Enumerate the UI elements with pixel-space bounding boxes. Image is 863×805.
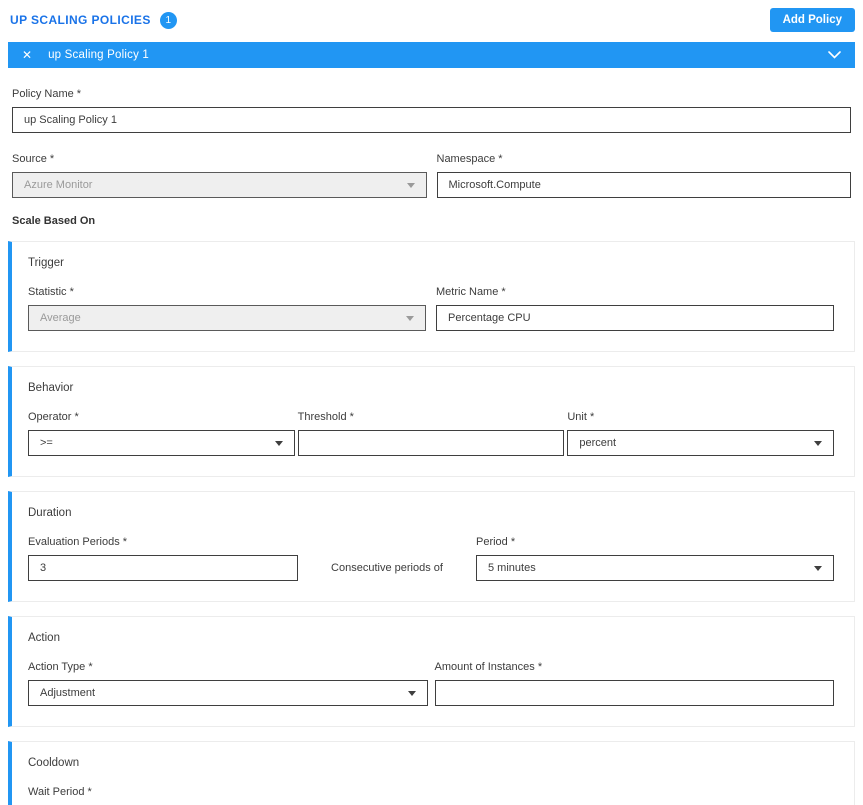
page-title: UP SCALING POLICIES — [10, 13, 151, 27]
threshold-input[interactable] — [297, 430, 565, 456]
operator-field: Operator * >= — [28, 411, 295, 456]
action-type-label: Action Type * — [28, 661, 93, 673]
dropdown-arrow-icon — [406, 182, 415, 188]
trigger-card: Trigger Statistic * Average Metric Name … — [8, 241, 855, 352]
amount-of-instances-field: Amount of Instances * — [434, 661, 834, 706]
trigger-title: Trigger — [28, 257, 64, 269]
chevron-down-icon[interactable] — [828, 51, 841, 59]
source-value: Azure Monitor — [24, 179, 93, 191]
dropdown-arrow-icon — [814, 440, 823, 446]
close-icon[interactable]: ✕ — [22, 48, 33, 62]
statistic-dropdown: Average — [28, 305, 426, 331]
statistic-value: Average — [40, 312, 81, 324]
unit-value: percent — [579, 437, 617, 449]
period-field: Period * 5 minutes — [476, 536, 834, 581]
period-label: Period * — [476, 536, 516, 548]
action-title: Action — [28, 632, 60, 644]
amount-of-instances-label: Amount of Instances * — [434, 661, 543, 673]
duration-title: Duration — [28, 507, 72, 519]
cooldown-title: Cooldown — [28, 757, 80, 769]
operator-label: Operator * — [28, 411, 79, 423]
dropdown-arrow-icon — [406, 315, 414, 321]
evaluation-periods-field: Evaluation Periods * — [28, 536, 298, 581]
behavior-card: Behavior Operator * >= Threshold * Unit … — [8, 366, 855, 477]
threshold-label: Threshold * — [297, 411, 354, 423]
metric-name-field: Metric Name * — [436, 286, 834, 331]
source-dropdown: Azure Monitor — [12, 172, 427, 198]
dropdown-arrow-icon — [814, 565, 822, 571]
amount-of-instances-input[interactable] — [434, 680, 834, 706]
duration-card: Duration Evaluation Periods * Consecutiv… — [8, 491, 855, 602]
action-type-field: Action Type * Adjustment — [28, 661, 428, 706]
statistic-field: Statistic * Average — [28, 286, 426, 331]
namespace-label: Namespace * — [436, 153, 503, 165]
unit-label: Unit * — [567, 411, 595, 423]
policy-form: Policy Name * Source * Azure Monitor Nam… — [0, 88, 863, 805]
add-policy-button[interactable]: Add Policy — [769, 8, 855, 32]
policy-name-label: Policy Name * — [12, 88, 82, 100]
cooldown-card: Cooldown Wait Period * Seconds — [8, 741, 855, 805]
policy-accordion-header[interactable]: ✕ up Scaling Policy 1 — [8, 42, 855, 68]
source-label: Source * — [12, 153, 55, 165]
period-value: 5 minutes — [488, 562, 536, 574]
policy-name-field: Policy Name * — [12, 88, 851, 133]
operator-dropdown[interactable]: >= — [28, 430, 295, 456]
source-field: Source * Azure Monitor — [12, 153, 427, 198]
wait-period-field: Wait Period * — [28, 786, 298, 805]
action-card: Action Action Type * Adjustment Amount o… — [8, 616, 855, 727]
behavior-title: Behavior — [28, 382, 74, 394]
action-type-dropdown[interactable]: Adjustment — [28, 680, 428, 706]
policy-bar-title: up Scaling Policy 1 — [48, 49, 150, 61]
operator-value: >= — [40, 437, 53, 449]
period-dropdown[interactable]: 5 minutes — [476, 555, 834, 581]
metric-name-label: Metric Name * — [436, 286, 506, 298]
page-header: UP SCALING POLICIES 1 Add Policy — [0, 0, 863, 34]
evaluation-periods-label: Evaluation Periods * — [28, 536, 128, 548]
statistic-label: Statistic * — [28, 286, 74, 298]
evaluation-periods-input[interactable] — [28, 555, 298, 581]
policy-count-badge: 1 — [159, 11, 177, 29]
unit-field: Unit * percent — [567, 411, 835, 456]
scale-based-on-label: Scale Based On — [12, 215, 96, 227]
dropdown-arrow-icon — [274, 440, 283, 446]
namespace-input[interactable] — [436, 172, 851, 198]
metric-name-input[interactable] — [436, 305, 834, 331]
dropdown-arrow-icon — [407, 690, 416, 696]
wait-period-label: Wait Period * — [28, 786, 92, 798]
action-type-value: Adjustment — [40, 687, 96, 699]
namespace-field: Namespace * — [436, 153, 851, 198]
unit-dropdown[interactable]: percent — [567, 430, 835, 456]
consecutive-periods-text: Consecutive periods of — [331, 562, 443, 574]
policy-name-input[interactable] — [12, 107, 851, 133]
threshold-field: Threshold * — [297, 411, 565, 456]
